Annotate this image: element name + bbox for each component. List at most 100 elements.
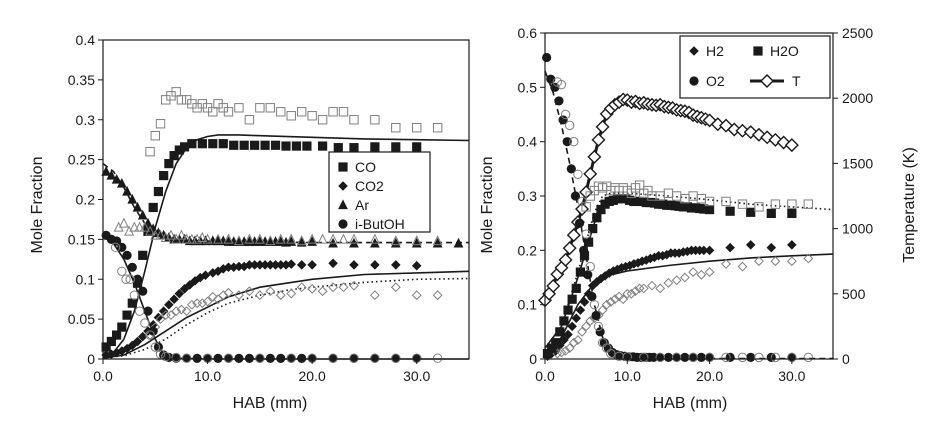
co2-measured-point [307, 260, 317, 270]
co2-open-point [218, 290, 229, 301]
ar-open-point [328, 233, 339, 244]
y-tick-label: 0.2 [76, 192, 96, 208]
co2-open-point [275, 290, 286, 301]
co-measured-point [111, 330, 122, 340]
i-butoh-measured-point [276, 353, 286, 363]
h2o-open-point [803, 199, 814, 209]
ar-open-point [145, 225, 156, 236]
left-axes: 0 0.05 0.1 0.15 0.2 0.25 0.3 0.35 0.4 0.0 10.0 20.0… [68, 32, 470, 384]
co2-measured-point [296, 260, 307, 270]
co2-measured-point [158, 306, 169, 316]
co-open-point [317, 115, 328, 125]
legend-marker [689, 76, 699, 86]
ar-open-point [296, 235, 307, 246]
ar-open-point [134, 221, 145, 232]
o2-open-point [655, 352, 665, 363]
y-tick-label: 0.2 [518, 242, 538, 258]
model-curve-h2 [544, 253, 834, 355]
h2-measured-point [563, 329, 573, 340]
temperature-point [562, 241, 577, 256]
o2-measured-point [579, 245, 589, 255]
co-measured-point [117, 322, 127, 332]
co-open-point [432, 123, 443, 133]
i-butoh-open-point [255, 353, 265, 363]
o2-measured-point [583, 270, 593, 280]
legend-marker [338, 219, 348, 229]
h2-open-point [568, 337, 579, 348]
h2-open-point [630, 286, 641, 296]
legend-marker [338, 162, 348, 172]
co-measured-point [260, 140, 270, 150]
i-butoh-measured-point [265, 353, 275, 363]
co2-open-point [390, 282, 401, 293]
co2-open-point [317, 286, 328, 297]
i-butoh-open-point [181, 353, 192, 363]
legend-label: CO2 [355, 178, 384, 194]
co2-measured-point [328, 258, 338, 269]
i-butoh-measured-point [213, 353, 223, 363]
co2-open-point [369, 290, 380, 301]
h2-open-point [721, 259, 731, 269]
h2o-measured-point [571, 283, 581, 293]
legend-label: H2 [706, 43, 724, 59]
temperature-point [583, 166, 598, 181]
i-butoh-open-point [121, 274, 131, 284]
h2-open-point [585, 316, 596, 326]
co2-measured-point [411, 260, 422, 271]
ar-open-point [265, 235, 276, 246]
o2-open-point [606, 348, 616, 359]
y2-tick-label: 0 [842, 351, 850, 367]
i-butoh-open-point [328, 353, 338, 363]
o2-measured-point [587, 291, 597, 302]
o2-open-point [564, 120, 575, 131]
co-measured-point [218, 139, 228, 149]
ar-measured-point [111, 173, 122, 184]
h2-open-point [704, 267, 715, 277]
h2-open-point [663, 278, 674, 288]
y-tick-label: 0.3 [518, 188, 538, 204]
y-tick-label: 0.4 [518, 134, 538, 150]
legend-box [679, 35, 831, 99]
co-measured-point [291, 141, 302, 151]
h2-open-point [573, 335, 583, 345]
co-measured-point [148, 202, 158, 213]
h2o-measured-point [704, 204, 715, 215]
ar-open-point [139, 221, 150, 232]
h2-measured-point [704, 245, 715, 256]
h2-measured-point [787, 240, 797, 250]
temperature-point [546, 278, 561, 293]
co2-open-point [296, 282, 307, 293]
co2-measured-point [132, 336, 143, 347]
o2-open-point [560, 109, 571, 120]
h2-open-point [638, 283, 649, 294]
i-butoh-measured-point [192, 353, 202, 363]
h2-measured-point [567, 321, 577, 332]
y-tick-label: 0.3 [76, 112, 96, 128]
y2-tick-label: 2000 [842, 90, 873, 106]
legend-marker [760, 74, 774, 88]
y-tick-label: 0.35 [68, 72, 95, 88]
co-measured-point [412, 142, 422, 152]
h2o-measured-point [559, 316, 569, 326]
ar-open-point [369, 233, 380, 244]
o2-measured-point [696, 352, 706, 362]
left-x-axis-title: HAB (mm) [233, 395, 308, 412]
h2-measured-point [745, 240, 756, 250]
h2-open-point [803, 253, 814, 264]
co2-open-point [411, 290, 422, 301]
h2o-open-point [721, 196, 731, 207]
h2o-open-point [704, 196, 715, 207]
h2o-open-point [680, 194, 690, 204]
co2-open-point [155, 314, 166, 325]
model-curve-co2-2 [102, 270, 470, 359]
temperature-point [591, 132, 606, 147]
o2-measured-point [591, 310, 601, 321]
co2-open-point [176, 304, 187, 315]
h2-measured-point [725, 242, 735, 253]
y2-tick-label: 1500 [842, 155, 873, 171]
i-butoh-measured-point [132, 274, 143, 284]
o2-measured-point [746, 352, 756, 362]
co2-open-point [265, 286, 276, 297]
co2-open-point [171, 306, 182, 317]
